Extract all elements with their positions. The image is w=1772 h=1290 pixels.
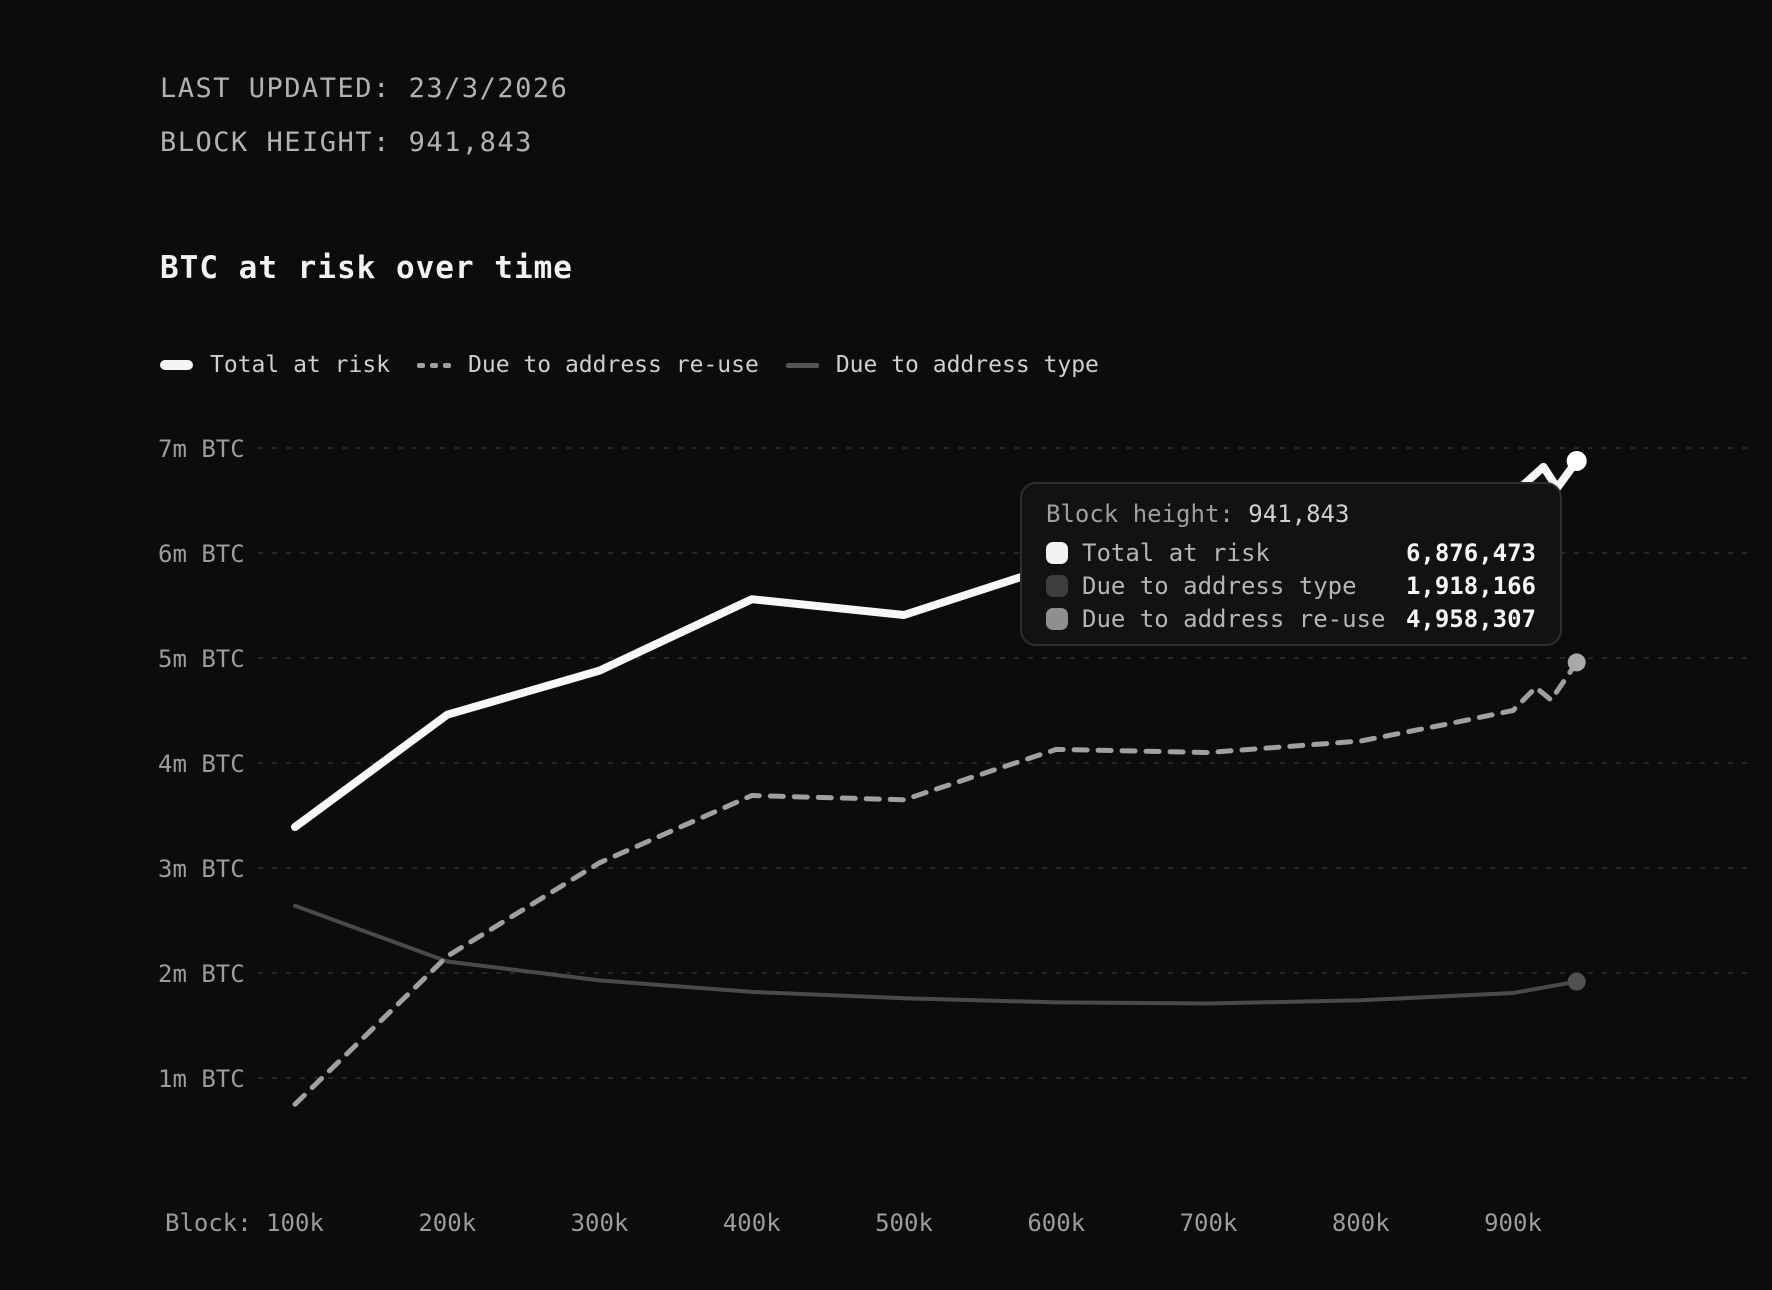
series-endpoint-dot	[1567, 972, 1586, 991]
tooltip-label-total: Total at risk	[1082, 538, 1270, 567]
tooltip-row-total: Total at risk 6,876,473	[1046, 536, 1536, 569]
block-height-value: 941,843	[408, 127, 533, 158]
chart-tooltip: Block height: 941,843 Total at risk 6,87…	[1020, 482, 1562, 646]
x-tick-label: 600k	[1027, 1209, 1085, 1237]
tooltip-row-type: Due to address type 1,918,166	[1046, 569, 1536, 602]
tooltip-title-label: Block height:	[1046, 500, 1234, 528]
series-line-type[interactable]	[293, 903, 1579, 1006]
tooltip-swatch-total	[1046, 541, 1068, 564]
x-tick-label: 400k	[723, 1209, 781, 1237]
last-updated-line: LAST UPDATED: 23/3/2026	[160, 73, 568, 105]
x-tick-label: 100k	[266, 1209, 324, 1237]
page-title: BTC at risk over time	[160, 250, 573, 286]
x-tick-label: 700k	[1180, 1209, 1238, 1237]
series-endpoint-dot	[1566, 450, 1587, 471]
series-line-reuse[interactable]	[292, 659, 1580, 1107]
block-height-label: BLOCK HEIGHT:	[160, 127, 391, 158]
total-line-swatch-icon	[160, 360, 193, 370]
legend-item-reuse[interactable]: Due to address re-use	[417, 352, 759, 378]
y-tick-label: 7m BTC	[158, 435, 245, 463]
legend-item-type[interactable]: Due to address type	[785, 352, 1099, 378]
x-axis-prefix-label: Block:	[165, 1209, 252, 1237]
x-tick-label: 900k	[1484, 1209, 1542, 1237]
y-tick-label: 5m BTC	[158, 645, 245, 673]
legend-item-total[interactable]: Total at risk	[160, 352, 390, 378]
tooltip-value-reuse: 4,958,307	[1405, 604, 1536, 633]
block-height-line: BLOCK HEIGHT: 941,843	[160, 127, 568, 159]
reuse-dashed-swatch-icon	[417, 362, 452, 368]
y-tick-label: 6m BTC	[158, 540, 245, 568]
legend-label-total: Total at risk	[210, 352, 391, 378]
tooltip-value-total: 6,876,473	[1405, 538, 1536, 567]
tooltip-swatch-type	[1046, 574, 1068, 597]
type-line-swatch-icon	[785, 362, 819, 368]
y-tick-label: 2m BTC	[158, 960, 245, 988]
tooltip-swatch-reuse	[1046, 607, 1068, 630]
header: LAST UPDATED: 23/3/2026 BLOCK HEIGHT: 94…	[160, 73, 568, 159]
tooltip-title: Block height: 941,843	[1046, 498, 1536, 530]
series-endpoint-dot	[1567, 653, 1586, 672]
x-tick-label: 200k	[418, 1209, 476, 1237]
x-tick-label: 800k	[1332, 1209, 1390, 1237]
y-tick-label: 1m BTC	[158, 1065, 245, 1093]
legend-label-reuse: Due to address re-use	[468, 352, 759, 378]
tooltip-label-reuse: Due to address re-use	[1082, 604, 1386, 633]
tooltip-title-value: 941,843	[1248, 500, 1350, 528]
tooltip-label-type: Due to address type	[1082, 571, 1357, 600]
y-tick-label: 4m BTC	[158, 750, 245, 778]
tooltip-row-reuse: Due to address re-use 4,958,307	[1046, 602, 1536, 635]
last-updated-value: 23/3/2026	[408, 73, 569, 104]
last-updated-label: LAST UPDATED:	[160, 73, 391, 104]
y-tick-label: 3m BTC	[158, 855, 245, 883]
chart-legend: Total at risk Due to address re-use Due …	[160, 352, 1099, 378]
tooltip-value-type: 1,918,166	[1405, 571, 1536, 600]
x-tick-label: 500k	[875, 1209, 933, 1237]
x-tick-label: 300k	[571, 1209, 629, 1237]
legend-label-type: Due to address type	[835, 352, 1099, 378]
